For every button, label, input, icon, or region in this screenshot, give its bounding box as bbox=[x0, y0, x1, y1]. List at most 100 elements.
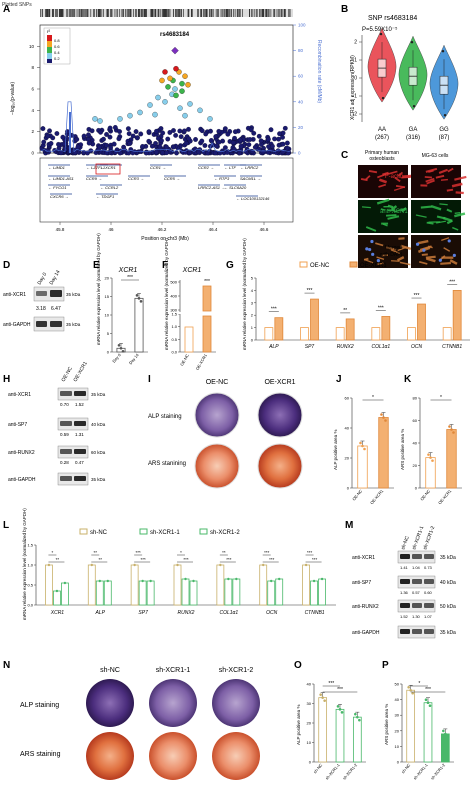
gene-label: CCR9 → bbox=[86, 176, 102, 181]
data-point bbox=[382, 416, 385, 419]
bar bbox=[45, 565, 52, 605]
snp-tick bbox=[165, 9, 166, 17]
cell-stroke bbox=[362, 207, 371, 208]
panel-a: A Plotted SNPs r² 0.8 0.6 0.4 0.2 rs4683… bbox=[2, 2, 322, 242]
sig-mark: *** bbox=[378, 305, 384, 311]
snp-tick bbox=[267, 9, 268, 17]
snp-tick bbox=[55, 9, 56, 17]
snp-point bbox=[113, 125, 118, 130]
y-tick-label: 0.0 bbox=[27, 603, 33, 608]
kda: 35 kDa bbox=[440, 555, 456, 561]
well bbox=[195, 393, 239, 437]
snp-point bbox=[117, 136, 122, 141]
snp-point bbox=[154, 129, 159, 134]
snp-point bbox=[231, 140, 236, 145]
snp-point bbox=[76, 145, 81, 150]
snp-tick bbox=[167, 9, 168, 17]
anti-xcr1-label: anti-XCR1 bbox=[380, 209, 408, 215]
data-point bbox=[262, 564, 264, 566]
data-point bbox=[138, 297, 141, 300]
y-tick-label: 8 bbox=[31, 65, 34, 70]
cell-stroke bbox=[427, 223, 434, 224]
snp-tick bbox=[163, 9, 164, 17]
y-tick-label: 40 bbox=[345, 426, 350, 431]
snp-tick bbox=[80, 9, 81, 17]
lane-label: sh-NC bbox=[400, 535, 411, 551]
snp-tick bbox=[69, 9, 70, 17]
snp-point bbox=[108, 135, 113, 140]
snp-tick bbox=[173, 9, 174, 17]
snp-tick bbox=[154, 9, 155, 17]
data-point bbox=[184, 578, 186, 580]
snp-point bbox=[259, 139, 264, 144]
snp-point bbox=[200, 128, 205, 133]
panel-i-label: I bbox=[148, 374, 151, 385]
snp-tick bbox=[237, 9, 238, 17]
gene-label: ← CCRL2 bbox=[100, 185, 119, 190]
snp-point bbox=[214, 144, 219, 149]
snp-tick bbox=[160, 9, 161, 17]
sig-mark: *** bbox=[307, 288, 313, 294]
bar bbox=[96, 581, 103, 605]
snp-tick bbox=[207, 9, 208, 17]
snp-point bbox=[285, 146, 290, 151]
ratio: 6.47 bbox=[51, 306, 61, 312]
snp-point bbox=[197, 108, 202, 113]
panel-c: C Primary human osteoblasts MG-63 cells … bbox=[341, 150, 466, 268]
snp-tick bbox=[192, 9, 193, 17]
panel-p-ylabel: ARS positive area % bbox=[384, 704, 389, 745]
cell-stroke bbox=[426, 257, 436, 258]
snp-tick bbox=[170, 9, 171, 17]
bar bbox=[379, 418, 389, 489]
ratio: 1.52 bbox=[75, 402, 84, 407]
data-point bbox=[425, 698, 428, 701]
gene-label: ALP bbox=[95, 610, 106, 616]
panel-n: N sh-NC sh-XCR1-1 sh-XCR1-2 ALP staining… bbox=[3, 660, 260, 780]
snp-point bbox=[104, 143, 109, 148]
data-point bbox=[321, 578, 323, 580]
snp-point bbox=[247, 142, 252, 147]
band bbox=[60, 391, 72, 396]
snp-tick bbox=[46, 9, 47, 17]
snp-tick bbox=[74, 9, 75, 17]
outlier bbox=[411, 41, 413, 43]
snp-tick bbox=[274, 9, 275, 17]
ratio: 0.57 bbox=[412, 590, 421, 595]
snp-point bbox=[146, 139, 151, 144]
data-point bbox=[140, 300, 143, 303]
sig-mark: *** bbox=[269, 557, 275, 562]
bar bbox=[424, 703, 432, 762]
snp-tick bbox=[131, 9, 132, 17]
snp-tick bbox=[103, 9, 104, 17]
data-point bbox=[64, 582, 66, 584]
snp-tick bbox=[164, 9, 165, 17]
sig-mark: *** bbox=[414, 293, 420, 299]
kda: 50 kDa bbox=[440, 604, 456, 610]
snp-tick bbox=[259, 9, 260, 17]
cell-stroke bbox=[364, 259, 368, 260]
blot-row-label: anti-GAPDH bbox=[8, 477, 36, 483]
well bbox=[149, 679, 197, 727]
snp-tick bbox=[135, 9, 136, 17]
snp-tick bbox=[225, 9, 226, 17]
snp-tick bbox=[86, 9, 87, 17]
snp-tick bbox=[242, 9, 243, 17]
x-label: sh-XCR1-1 bbox=[412, 762, 429, 781]
y-tick-label: 2 bbox=[251, 313, 254, 318]
bar bbox=[88, 565, 95, 605]
x-label: sh-XCR1-2 bbox=[342, 762, 359, 781]
snp-point bbox=[49, 141, 54, 146]
data-point bbox=[429, 704, 432, 707]
snp-point bbox=[47, 129, 52, 134]
snp-tick bbox=[204, 9, 205, 17]
y-tick-label: 0 bbox=[298, 151, 301, 156]
y-tick-label: 1 bbox=[251, 325, 254, 330]
snp-tick bbox=[128, 9, 129, 17]
snp-tick bbox=[79, 9, 80, 17]
snp-tick bbox=[257, 9, 258, 17]
dapi-nucleus bbox=[377, 259, 380, 262]
y-tick-label: 3 bbox=[251, 300, 254, 305]
data-point bbox=[219, 564, 221, 566]
